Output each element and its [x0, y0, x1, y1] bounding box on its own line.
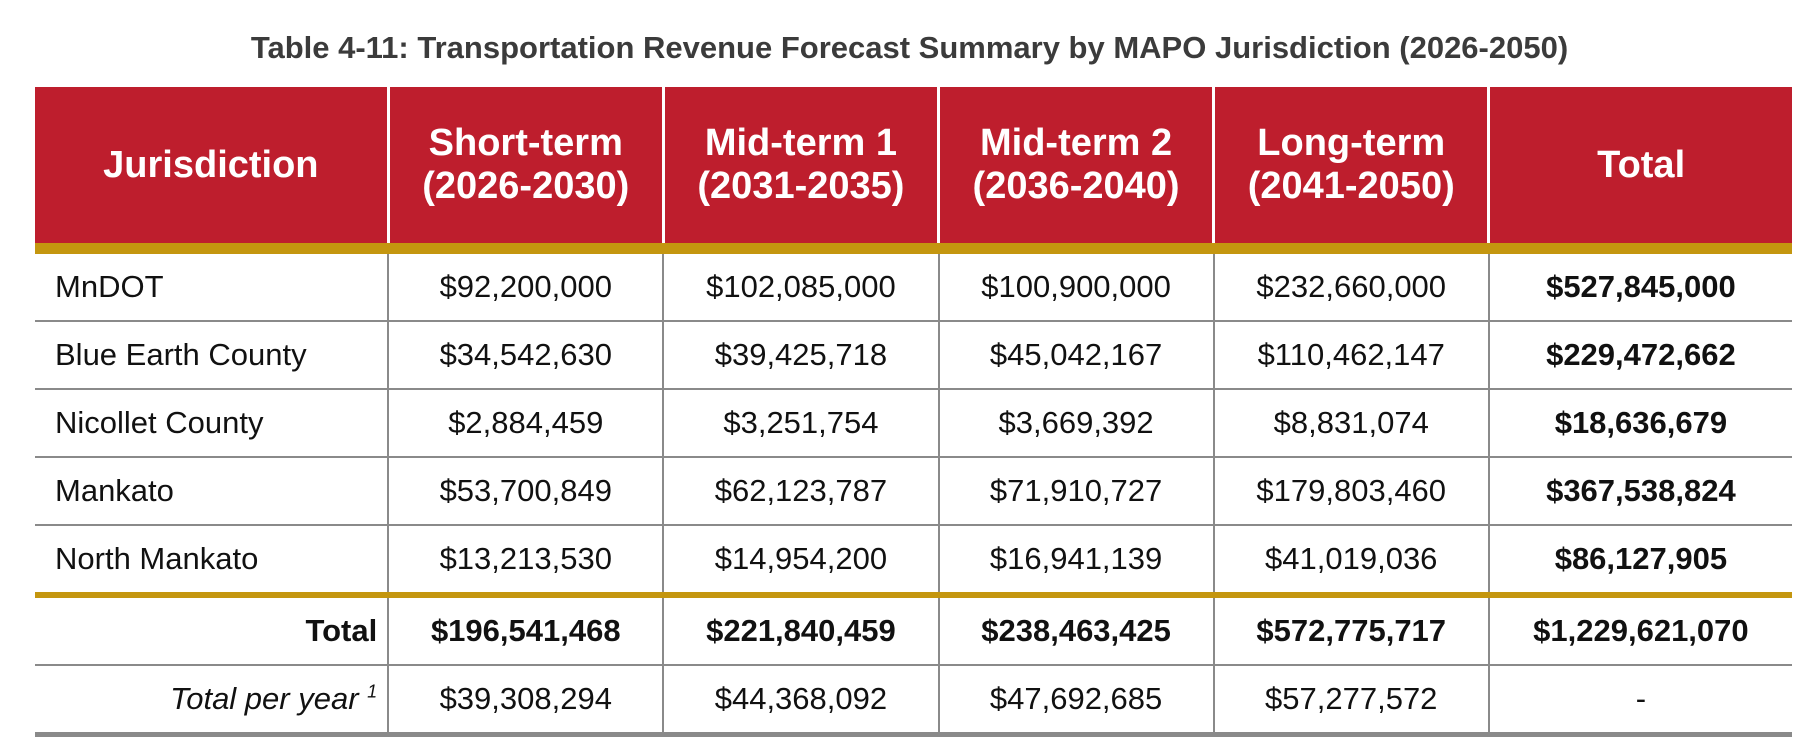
table-row: MnDOT $92,200,000 $102,085,000 $100,900,000…: [35, 248, 1792, 322]
row-total-cell: $229,472,662: [1487, 321, 1792, 390]
row-total-cell: $86,127,905: [1487, 525, 1792, 598]
column-header: Short-term (2026-2030): [386, 87, 664, 254]
value-cell: $34,542,630: [387, 321, 664, 390]
table-row: Blue Earth County $34,542,630 $39,425,718 $…: [35, 321, 1792, 390]
value-cell: $179,803,460: [1212, 457, 1489, 526]
column-header: Long-term (2041-2050): [1212, 87, 1489, 254]
value-cell: $14,954,200: [662, 525, 939, 598]
total-cell: $196,541,468: [387, 595, 664, 666]
value-cell: $110,462,147: [1212, 321, 1489, 390]
jurisdiction-cell: Blue Earth County: [35, 321, 389, 390]
table-title: Table 4-11: Transportation Revenue Forec…: [250, 30, 1569, 65]
total-cell: $238,463,425: [937, 595, 1214, 666]
row-total-cell: $367,538,824: [1487, 457, 1792, 526]
value-cell: $102,085,000: [662, 248, 939, 322]
value-cell: $16,941,139: [937, 525, 1214, 598]
column-header: Mid-term 1 (2031-2035): [661, 87, 939, 254]
value-cell: $62,123,787: [662, 457, 939, 526]
table-row: Mankato $53,700,849 $62,123,787 $71,910,727…: [35, 457, 1792, 526]
value-cell: $100,900,000: [937, 248, 1214, 322]
total-cell: $572,775,717: [1212, 595, 1489, 666]
value-cell: $13,213,530: [387, 525, 664, 598]
value-cell: $2,884,459: [387, 389, 664, 458]
table-row: Nicollet County $2,884,459 $3,251,754 $3,66…: [35, 389, 1792, 458]
total-label: Total: [35, 595, 389, 666]
per-year-label: Total per year 1: [35, 665, 389, 737]
column-header: Total: [1487, 87, 1792, 254]
value-cell: $45,042,167: [937, 321, 1214, 390]
header-row: Jurisdiction Short-term (2026-2030) Mid-te…: [35, 87, 1792, 254]
jurisdiction-cell: Nicollet County: [35, 389, 389, 458]
table-row: North Mankato $13,213,530 $14,954,200 $16,9…: [35, 525, 1792, 598]
per-year-cell: $44,368,092: [662, 665, 939, 737]
jurisdiction-cell: North Mankato: [35, 525, 389, 598]
column-header: Mid-term 2 (2036-2040): [936, 87, 1214, 254]
value-cell: $8,831,074: [1212, 389, 1489, 458]
row-total-cell: $527,845,000: [1487, 248, 1792, 322]
value-cell: $232,660,000: [1212, 248, 1489, 322]
jurisdiction-cell: Mankato: [35, 457, 389, 526]
total-cell: $1,229,621,070: [1487, 595, 1792, 666]
total-row: Total $196,541,468 $221,840,459 $238,463,42…: [35, 595, 1792, 666]
per-year-cell: $39,308,294: [387, 665, 664, 737]
per-year-cell: $47,692,685: [937, 665, 1214, 737]
jurisdiction-cell: MnDOT: [35, 248, 389, 322]
per-year-cell: -: [1487, 665, 1792, 737]
value-cell: $92,200,000: [387, 248, 664, 322]
footnote-marker: 1: [367, 681, 378, 702]
value-cell: $71,910,727: [937, 457, 1214, 526]
per-year-cell: $57,277,572: [1212, 665, 1489, 737]
per-year-row: Total per year 1 $39,308,294 $44,368,092 $4…: [35, 665, 1792, 737]
row-total-cell: $18,636,679: [1487, 389, 1792, 458]
column-header: Jurisdiction: [35, 87, 389, 254]
total-cell: $221,840,459: [662, 595, 939, 666]
value-cell: $39,425,718: [662, 321, 939, 390]
value-cell: $3,251,754: [662, 389, 939, 458]
revenue-forecast-table: Jurisdiction Short-term (2026-2030) Mid-te…: [35, 87, 1792, 737]
per-year-label-text: Total per year: [170, 681, 359, 716]
value-cell: $41,019,036: [1212, 525, 1489, 598]
value-cell: $3,669,392: [937, 389, 1214, 458]
value-cell: $53,700,849: [387, 457, 664, 526]
